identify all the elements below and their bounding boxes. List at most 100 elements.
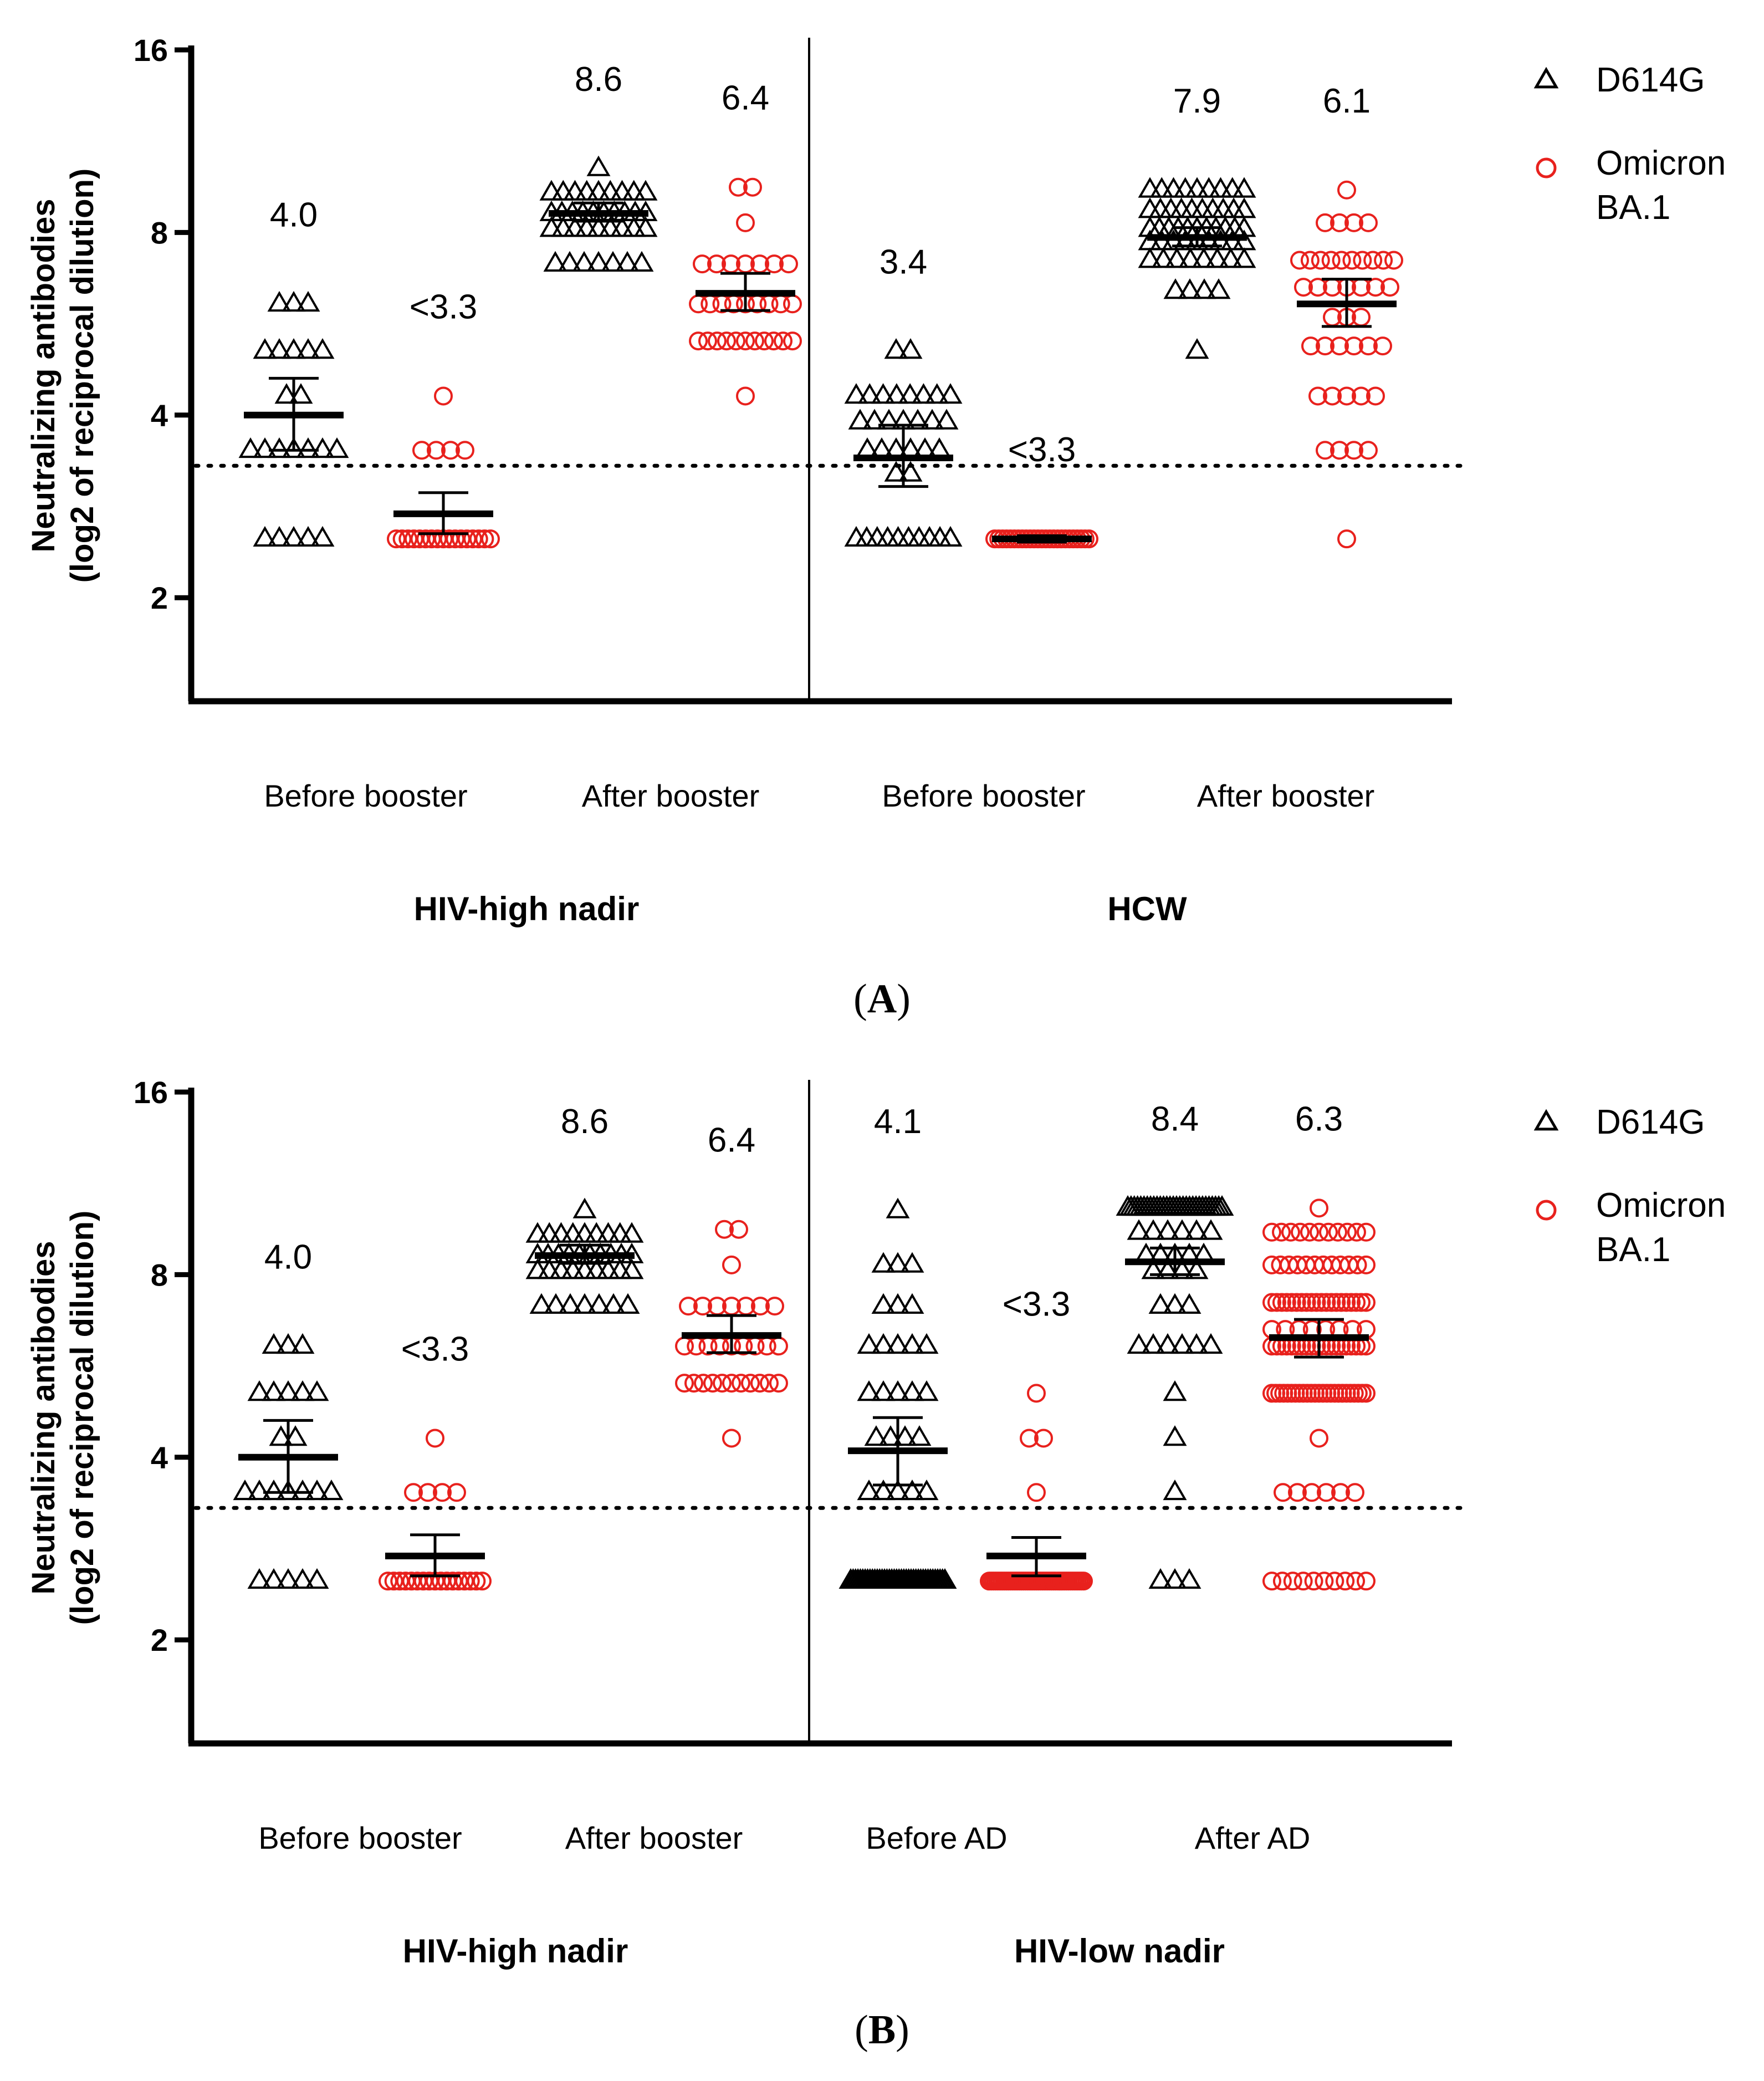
legend-circle-icon bbox=[1536, 1200, 1557, 1221]
y-tick-label: 16 bbox=[134, 1075, 168, 1110]
data-point-triangle bbox=[290, 1333, 315, 1354]
data-point-triangle bbox=[262, 1380, 286, 1401]
data-point-triangle bbox=[1205, 247, 1229, 268]
data-point-triangle bbox=[871, 1252, 896, 1273]
data-point-triangle bbox=[572, 1258, 597, 1279]
data-point-circle bbox=[1337, 386, 1356, 406]
y-axis-title-line2: (log2 of reciprocal dilution) bbox=[64, 1211, 100, 1625]
legend-circle-icon bbox=[1536, 157, 1557, 178]
data-point-circle bbox=[708, 331, 727, 351]
data-point-circle bbox=[1027, 1384, 1046, 1403]
data-point-triangle bbox=[857, 1333, 881, 1354]
y-tick-label: 8 bbox=[151, 215, 168, 250]
data-point-circle bbox=[1292, 1293, 1311, 1312]
data-point-triangle bbox=[938, 383, 963, 404]
data-point-triangle bbox=[893, 1425, 917, 1446]
mean-value-label: 6.3 bbox=[1295, 1100, 1343, 1138]
data-point-circle bbox=[693, 254, 712, 274]
data-point-triangle bbox=[1197, 177, 1221, 198]
legend: D614G Omicron BA.1 bbox=[1533, 1103, 1726, 1269]
data-point-circle bbox=[751, 1297, 770, 1316]
data-point-triangle bbox=[1185, 338, 1209, 359]
data-point-circle bbox=[1336, 1572, 1355, 1591]
data-point-triangle bbox=[907, 526, 931, 547]
data-point-triangle bbox=[844, 526, 868, 547]
series-triangle-column bbox=[238, 290, 349, 547]
data-point-circle bbox=[779, 254, 798, 274]
data-point-triangle bbox=[238, 437, 263, 458]
data-point-triangle bbox=[1163, 1425, 1187, 1446]
data-point-circle bbox=[1267, 1293, 1286, 1312]
mean-value-label: <3.3 bbox=[1008, 431, 1076, 469]
y-axis-title-line2: (log2 of reciprocal dilution) bbox=[64, 169, 100, 583]
timepoint-label: After booster bbox=[1197, 778, 1375, 813]
timepoint-label: Before booster bbox=[882, 778, 1085, 813]
data-point-triangle bbox=[247, 1479, 272, 1501]
data-point-circle bbox=[722, 1429, 741, 1448]
data-point-circle bbox=[764, 331, 783, 351]
mean-value-label: 7.9 bbox=[1173, 82, 1221, 120]
y-tick-label: 4 bbox=[151, 1440, 168, 1475]
data-point-circle bbox=[1328, 1222, 1347, 1242]
chart-panel-b: 2 4 8 16 Neutralizing antibodies(log2 of rec… bbox=[25, 1075, 1726, 1970]
data-point-triangle bbox=[878, 1425, 903, 1446]
data-point-circle bbox=[1359, 213, 1378, 232]
data-point-triangle bbox=[871, 1293, 896, 1314]
data-point-circle bbox=[1357, 1255, 1376, 1274]
data-point-triangle bbox=[1170, 1258, 1194, 1279]
data-point-triangle bbox=[310, 437, 335, 458]
data-point-triangle bbox=[247, 1380, 272, 1401]
data-point-circle bbox=[1310, 1222, 1328, 1242]
data-point-circle bbox=[418, 1483, 437, 1502]
data-point-triangle bbox=[898, 461, 923, 482]
data-point-triangle bbox=[262, 1568, 286, 1589]
data-point-triangle bbox=[855, 526, 879, 547]
timepoint-label: After AD bbox=[1195, 1820, 1311, 1855]
data-point-triangle bbox=[1148, 197, 1173, 218]
data-point-triangle bbox=[848, 409, 872, 430]
data-point-triangle bbox=[1220, 177, 1245, 198]
data-point-circle bbox=[765, 254, 784, 274]
data-point-triangle bbox=[886, 1252, 910, 1273]
data-point-circle bbox=[1347, 1222, 1366, 1242]
data-point-circle bbox=[774, 331, 792, 351]
data-point-triangle bbox=[525, 1222, 550, 1243]
y-axis-title-line1: Neutralizing antibodies bbox=[25, 1241, 62, 1594]
data-point-triangle bbox=[610, 180, 634, 201]
mean-value-label: 4.0 bbox=[270, 196, 318, 234]
data-point-triangle bbox=[267, 526, 292, 547]
data-point-triangle bbox=[262, 1479, 286, 1501]
data-point-triangle bbox=[1184, 1333, 1209, 1354]
data-point-triangle bbox=[276, 1479, 300, 1501]
data-point-triangle bbox=[525, 1258, 550, 1279]
data-point-circle bbox=[1380, 278, 1399, 297]
data-point-triangle bbox=[310, 526, 335, 547]
data-point-circle bbox=[1359, 441, 1378, 460]
data-point-circle bbox=[736, 331, 755, 351]
series-triangle-column bbox=[844, 338, 963, 547]
data-point-circle bbox=[1281, 1222, 1300, 1242]
data-point-triangle bbox=[1159, 197, 1183, 218]
data-point-triangle bbox=[900, 1380, 924, 1401]
data-point-triangle bbox=[1206, 278, 1231, 299]
y-axis-title-line1: Neutralizing antibodies bbox=[25, 198, 62, 552]
data-point-triangle bbox=[900, 1252, 924, 1273]
data-point-triangle bbox=[276, 1333, 300, 1354]
data-point-triangle bbox=[310, 338, 335, 359]
data-point-circle bbox=[1034, 1429, 1053, 1448]
data-point-circle bbox=[1317, 1293, 1336, 1312]
data-point-circle bbox=[783, 331, 802, 351]
data-point-circle bbox=[1293, 1572, 1313, 1591]
data-point-circle bbox=[1337, 529, 1356, 549]
data-point-circle bbox=[1357, 1384, 1376, 1403]
data-point-triangle bbox=[586, 180, 611, 201]
data-point-circle bbox=[729, 177, 748, 197]
data-point-circle bbox=[1262, 1293, 1281, 1312]
data-point-circle bbox=[1348, 1255, 1367, 1274]
data-point-circle bbox=[736, 213, 755, 232]
data-point-triangle bbox=[906, 409, 930, 430]
data-point-triangle bbox=[290, 1479, 315, 1501]
mean-value-label: 6.4 bbox=[722, 79, 769, 118]
data-point-circle bbox=[1322, 1293, 1341, 1312]
data-point-circle bbox=[404, 1483, 423, 1502]
